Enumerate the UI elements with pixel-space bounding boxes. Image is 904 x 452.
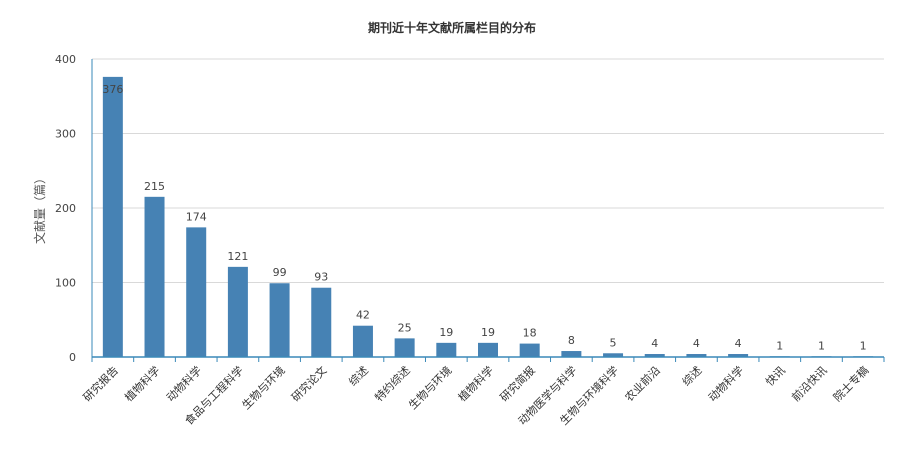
bar[interactable] — [436, 342, 457, 357]
bar[interactable] — [352, 325, 373, 357]
data-label: 376 — [102, 83, 123, 96]
data-label: 8 — [568, 334, 575, 347]
bar[interactable] — [478, 342, 498, 357]
x-category-label: 研究报告 — [80, 363, 121, 404]
data-label: 174 — [186, 210, 207, 223]
data-label: 4 — [651, 337, 658, 350]
bar[interactable] — [186, 227, 207, 357]
y-tick-label: 0 — [69, 351, 76, 364]
data-labels: 376 215 174 121 99 93 42 25 19 19 18 8 5 4 4 4 1 1 1 — [102, 83, 866, 352]
bar[interactable] — [728, 354, 749, 357]
x-category-label: 院士专稿 — [830, 363, 871, 404]
x-category-label: 动物科学 — [163, 363, 204, 404]
data-label: 99 — [273, 266, 287, 279]
x-category-label: 研究论文 — [288, 363, 329, 404]
x-category-label: 动物科学 — [705, 363, 746, 404]
x-category-label: 研究简报 — [497, 363, 538, 404]
x-axis-categories: 研究报告 植物科学 动物科学食品与工程科学生物与环境 研究论文 综述 特约综述生物与环境植… — [80, 363, 871, 427]
data-label: 1 — [818, 339, 825, 352]
data-label: 93 — [314, 271, 328, 284]
data-label: 4 — [693, 337, 700, 350]
data-label: 121 — [227, 250, 248, 263]
bar[interactable] — [644, 354, 665, 357]
data-label: 19 — [481, 326, 495, 339]
bar[interactable] — [561, 351, 582, 357]
x-category-label: 植物科学 — [122, 363, 163, 404]
bar[interactable] — [144, 196, 165, 357]
bar[interactable] — [102, 76, 123, 357]
x-category-label: 前沿快讯 — [789, 363, 830, 404]
data-label: 215 — [144, 180, 165, 193]
data-label: 1 — [776, 339, 783, 352]
x-category-label: 综述 — [346, 363, 371, 388]
axes — [91, 59, 885, 362]
data-label: 1 — [860, 339, 867, 352]
bar[interactable] — [603, 353, 624, 357]
y-tick-label: 200 — [55, 202, 76, 215]
chart-title: 期刊近十年文献所属栏目的分布 — [368, 20, 536, 35]
x-category-label: 植物科学 — [455, 363, 496, 404]
bar[interactable] — [519, 343, 540, 357]
y-tick-label: 300 — [55, 128, 76, 141]
y-axis-ticks: 0 100 200 300 400 — [55, 53, 76, 364]
x-category-label: 快讯 — [763, 364, 788, 389]
y-tick-label: 100 — [55, 277, 76, 290]
x-category-label: 生物与环境 — [406, 363, 455, 412]
x-category-label: 农业前沿 — [622, 363, 663, 404]
x-category-label: 综述 — [679, 363, 704, 388]
x-category-label: 生物与环境 — [239, 363, 288, 412]
y-axis-label: 文献量（篇） — [32, 172, 47, 244]
gridlines — [92, 58, 884, 283]
bar[interactable] — [394, 338, 415, 357]
bars — [102, 76, 874, 357]
data-label: 19 — [439, 326, 453, 339]
data-label: 18 — [523, 327, 537, 340]
bar[interactable] — [227, 266, 248, 357]
bar[interactable] — [269, 283, 290, 357]
y-tick-label: 400 — [55, 53, 76, 66]
bar[interactable] — [686, 354, 707, 357]
x-category-label: 特约综述 — [372, 363, 413, 404]
data-label: 5 — [610, 336, 617, 349]
data-label: 25 — [398, 321, 412, 334]
data-label: 4 — [735, 337, 742, 350]
data-label: 42 — [356, 309, 370, 322]
bar[interactable] — [311, 287, 332, 357]
